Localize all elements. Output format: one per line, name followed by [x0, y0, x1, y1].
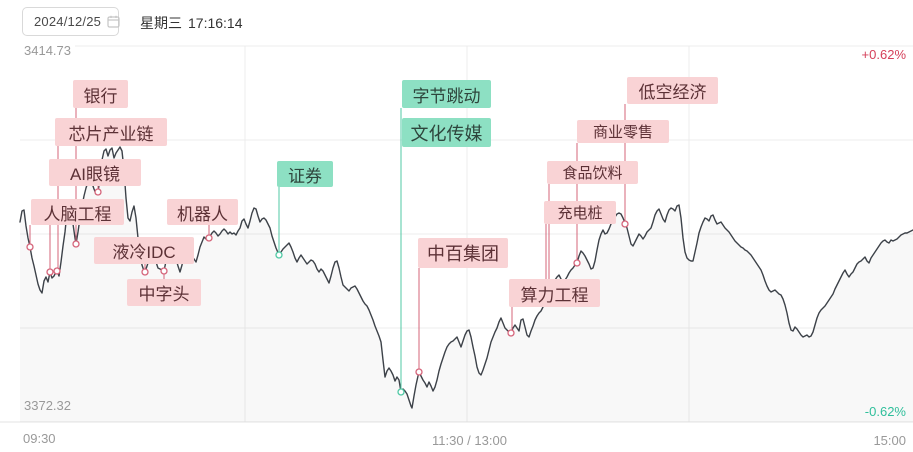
x-tick-midday: 11:30 / 13:00 — [432, 433, 507, 448]
y-min-percent: -0.62% — [864, 404, 906, 419]
event-label[interactable]: 商业零售 — [577, 120, 669, 143]
event-label[interactable]: 机器人 — [167, 199, 238, 225]
calendar-icon — [107, 15, 120, 28]
event-label[interactable]: 人脑工程 — [31, 199, 124, 225]
event-label[interactable]: 字节跳动 — [402, 80, 491, 108]
event-label[interactable]: 银行 — [73, 80, 128, 108]
weekday-time: 星期三 17:16:14 — [140, 13, 243, 33]
x-tick-0930: 09:30 — [23, 431, 56, 446]
event-label[interactable]: 低空经济 — [627, 77, 718, 104]
event-label[interactable]: 文化传媒 — [402, 118, 491, 147]
y-min-value: 3372.32 — [24, 398, 71, 413]
y-max-value: 3414.73 — [24, 43, 71, 58]
event-label[interactable]: 证券 — [277, 161, 333, 187]
event-label[interactable]: 液冷IDC — [94, 237, 194, 264]
event-label[interactable]: 食品饮料 — [547, 161, 638, 184]
event-label[interactable]: 算力工程 — [509, 279, 600, 307]
x-tick-1500: 15:00 — [873, 433, 906, 448]
date-picker[interactable]: 2024/12/25 — [22, 7, 120, 36]
weekday-label: 星期三 — [140, 15, 182, 31]
event-label[interactable]: 芯片产业链 — [55, 118, 167, 146]
event-label[interactable]: AI眼镜 — [49, 159, 141, 186]
event-label[interactable]: 中字头 — [127, 279, 201, 306]
event-label[interactable]: 充电桩 — [544, 201, 616, 224]
clock-label: 17:16:14 — [188, 15, 243, 31]
event-label[interactable]: 中百集团 — [418, 238, 508, 268]
date-value: 2024/12/25 — [34, 14, 102, 29]
y-max-percent: +0.62% — [861, 47, 906, 62]
